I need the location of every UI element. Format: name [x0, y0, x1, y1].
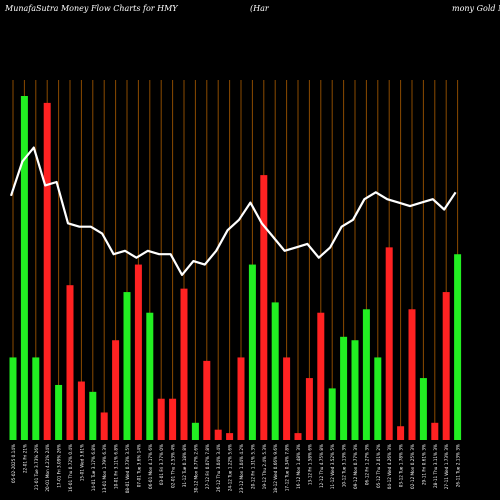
bar-12: [134, 264, 142, 440]
bar-36: [408, 309, 416, 440]
x-tick-label: 31-12 Tue 0.18% 8%: [182, 444, 187, 487]
bar-18: [203, 360, 211, 440]
x-tick-label: 17-12 Tue 0.34% 7.8%: [285, 444, 290, 491]
bar-37: [419, 378, 427, 440]
bar-19: [214, 429, 222, 440]
x-tick-label: 24-12 Tue 1.22% 5.6%: [228, 444, 233, 491]
x-tick-label: 26-11 Tue 2.13% 3%: [456, 444, 461, 487]
chart-title: MunafaSutra Money Flow Charts for HMY: [5, 4, 178, 13]
x-tick-label: 30-12 Mon 0.77% 2.6%: [193, 444, 198, 493]
x-tick-label: 08-01 Wed 0.73% 3.5%: [125, 444, 130, 493]
x-tick-label: 12-12 Thu 4.75% 8%: [319, 444, 324, 488]
bar-11: [123, 292, 131, 440]
x-tick-label: 07-01 Tue 3.6% 14%: [136, 444, 141, 487]
x-tick-label: 22-01 Fri 21%: [22, 444, 27, 473]
bar-15: [169, 398, 177, 440]
bar-32: [362, 309, 370, 440]
x-tick-label: 14-01 Tue 3.17% 6.8%: [91, 444, 96, 491]
x-tick-label: 29-11 Fri 0.61% 3%: [421, 444, 426, 485]
x-tick-label: 06-12 Fri 1.27% 3%: [364, 444, 369, 485]
bar-10: [112, 340, 120, 440]
x-tick-label: 02-01 Thu 2.53% 4%: [171, 444, 176, 488]
x-tick-label: 18-12 Wed 0.66% 9.6%: [273, 444, 278, 493]
bar-39: [442, 292, 450, 440]
x-tick-label: 10-01 Fri 3.11% 6.8%: [114, 444, 119, 489]
bar-6: [66, 285, 74, 440]
bar-31: [351, 340, 359, 440]
bar-23: [260, 175, 268, 440]
bar-35: [397, 426, 405, 440]
bar-3: [32, 357, 40, 440]
bar-26: [294, 433, 302, 440]
x-tick-label: 20-01 Mon 4.21% 24%: [45, 444, 50, 492]
bar-38: [431, 422, 439, 440]
bar-25: [283, 357, 291, 440]
bar-8: [89, 391, 97, 440]
bar-34: [385, 247, 393, 440]
bars-group: [9, 96, 462, 440]
bar-24: [271, 302, 279, 440]
line-group: [9, 146, 457, 276]
x-tick-label: 28-11 Thu 3.11% 3%: [433, 444, 438, 488]
x-tick-label: 20-12 Fri 1.31% 5.3%: [250, 444, 255, 489]
x-tick-label: 26-12 Thu 3.04% 3.4%: [216, 444, 221, 492]
x-tick-label: 21-01 Tue 3.73% 26%: [34, 444, 39, 490]
x-tick-label: 11-12 Wed 3.52% 5%: [330, 444, 335, 489]
bar-21: [237, 357, 245, 440]
bar-13: [146, 312, 154, 440]
x-tick-label: 27-12 Fri 0.07% 7.8%: [205, 444, 210, 489]
x-tick-labels: 05-02-2025 0.14% 22-01 Fri 21% 21-01 Tue 3…: [11, 444, 461, 493]
x-tick-label: 13-12 Fri 1.58% 6%: [307, 444, 312, 485]
bar-33: [374, 357, 382, 440]
x-tick-label: 10-12 Tue 3.13% 3%: [342, 444, 347, 487]
bar-40: [454, 254, 462, 440]
bar-27: [305, 378, 313, 440]
x-tick-label: 09-12 Mon 0.77% 3%: [353, 444, 358, 489]
bar-22: [248, 264, 256, 440]
bar-30: [340, 336, 348, 440]
bar-17: [191, 422, 199, 440]
bar-2: [20, 96, 28, 440]
x-tick-label: 23-12 Mon 1.04% 4.2%: [239, 444, 244, 493]
bar-7: [77, 381, 85, 440]
company-name-part2: mony Gold Min: [452, 4, 500, 13]
x-tick-label: 02-12 Mon 0.25% 3%: [410, 444, 415, 489]
bar-14: [157, 398, 165, 440]
bar-1: [9, 357, 17, 440]
x-tick-label: 03-12 Tue 1.78% 3%: [399, 444, 404, 487]
bar-9: [100, 412, 108, 440]
company-name-part1: (Har: [250, 4, 269, 13]
x-tick-label: 05-02-2025 0.14%: [11, 444, 16, 483]
x-tick-label: 03-01 Fri 3.77% 0%: [159, 444, 164, 485]
bar-20: [226, 433, 234, 440]
bar-29: [328, 388, 336, 440]
x-tick-label: 06-01 Mon 4.17% 6%: [148, 444, 153, 489]
x-tick-label: 15-01 Wed 3.61%: [79, 444, 84, 481]
x-tick-label: 19-12 Thu 2.4% 5.3%: [262, 444, 267, 489]
money-flow-line: [9, 146, 457, 276]
x-tick-label: 05-12 Thu 2.01% 2%: [376, 444, 381, 488]
bar-5: [55, 384, 63, 440]
bar-16: [180, 288, 188, 440]
chart-header: MunafaSutra Money Flow Charts for HMY (H…: [0, 0, 500, 20]
bar-4: [43, 102, 51, 440]
x-tick-label: 04-12 Wed 4.26% 3%: [387, 444, 392, 489]
x-tick-label: 16-12 Mon 1.48% 3%: [296, 444, 301, 489]
x-tick-label: 27-11 Wed 1.73% 3%: [444, 444, 449, 489]
x-tick-label: 17-01 Fri 3.09% 26%: [57, 444, 62, 488]
x-tick-label: 16-01 Thu 0.72% 0.4%: [68, 444, 73, 492]
bar-28: [317, 312, 325, 440]
x-tick-label: 13-01 Mon 1.79% 6.3%: [102, 444, 107, 493]
